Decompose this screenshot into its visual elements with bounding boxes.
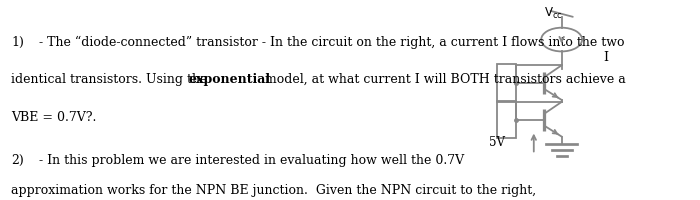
Text: 5V: 5V bbox=[489, 136, 505, 149]
Bar bbox=[496, 101, 517, 138]
Text: 2): 2) bbox=[11, 154, 24, 167]
Text: exponential: exponential bbox=[188, 73, 270, 86]
Text: I: I bbox=[604, 51, 609, 64]
Text: V$_{\rm cc}$: V$_{\rm cc}$ bbox=[544, 6, 562, 21]
Text: approximation works for the NPN BE junction.  Given the NPN circuit to the right: approximation works for the NPN BE junct… bbox=[11, 184, 536, 197]
Text: - The “diode-connected” transistor - In the circuit on the right, a current I fl: - The “diode-connected” transistor - In … bbox=[11, 36, 624, 49]
Bar bbox=[496, 64, 517, 102]
Text: VBE = 0.7V?.: VBE = 0.7V?. bbox=[11, 111, 97, 124]
Text: model, at what current I will BOTH transistors achieve a: model, at what current I will BOTH trans… bbox=[261, 73, 626, 86]
Text: identical transistors. Using the: identical transistors. Using the bbox=[11, 73, 211, 86]
Text: 1): 1) bbox=[11, 36, 24, 49]
Text: - In this problem we are interested in evaluating how well the 0.7V: - In this problem we are interested in e… bbox=[11, 154, 464, 167]
